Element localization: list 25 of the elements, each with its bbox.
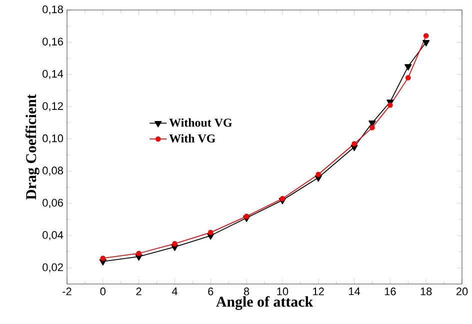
- legend-label: With VG: [169, 134, 216, 143]
- y-tick-label: 0,10: [42, 134, 64, 144]
- y-axis-title: Drag Coefficient: [25, 94, 40, 200]
- y-tick-label: 0,04: [42, 231, 64, 240]
- y-tick-label: 0,12: [42, 102, 63, 112]
- x-tick-label: 14: [349, 288, 360, 296]
- x-tick-label: 18: [420, 288, 432, 296]
- y-tick-label: 0,14: [42, 70, 64, 79]
- y-tick-label: 0,02: [42, 263, 63, 272]
- legend-label: Without VG: [169, 118, 232, 127]
- x-axis-title: Angle of attack: [216, 296, 314, 310]
- y-tick-label: 0,08: [42, 166, 63, 176]
- y-tick-label: 0,18: [42, 5, 63, 15]
- x-tick-label: 0: [100, 288, 106, 296]
- x-tick-label: 8: [244, 288, 250, 296]
- x-tick-label: 16: [384, 288, 396, 296]
- x-tick-label: 6: [208, 288, 214, 296]
- x-tick-label: 12: [313, 288, 324, 296]
- x-tick-label: 2: [136, 288, 142, 296]
- x-tick-label: 20: [456, 288, 468, 296]
- y-tick-label: 0,06: [42, 198, 63, 208]
- y-tick-label: 0,16: [42, 38, 63, 47]
- x-tick-label: 10: [277, 288, 288, 296]
- x-tick-label: 4: [172, 288, 178, 296]
- x-tick-label: -2: [62, 288, 72, 296]
